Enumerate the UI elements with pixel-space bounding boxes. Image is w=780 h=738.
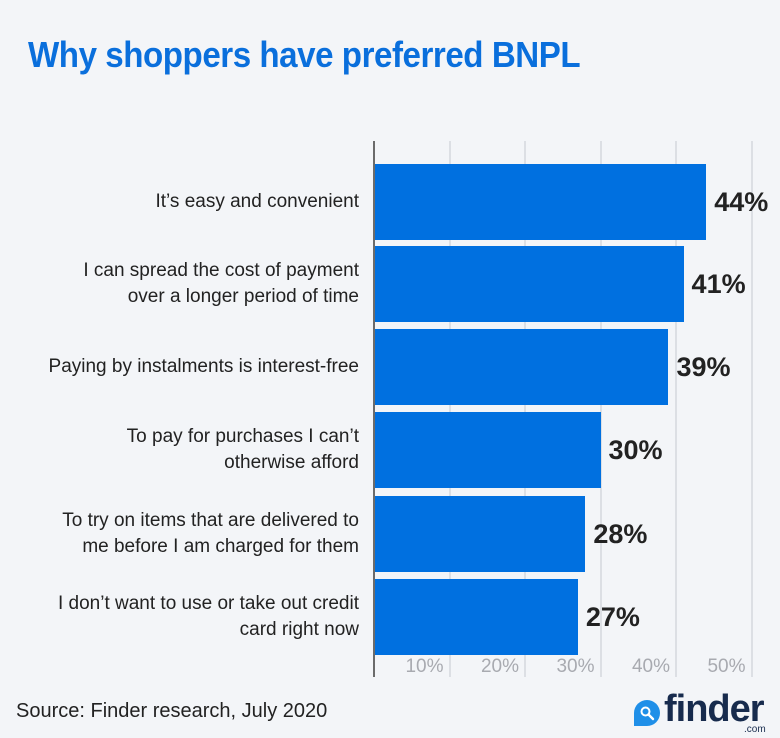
gridline [599,141,602,677]
bar [375,246,684,322]
search-drop-icon [634,700,660,726]
gridline [750,141,753,677]
category-label-text: To try on items that are delivered to me … [62,510,359,557]
bar-value-label: 44% [714,187,769,217]
bar [375,412,601,488]
category-label: To pay for purchases I can’t otherwise af… [9,412,359,488]
source-note: Source: Finder research, July 2020 [16,700,328,722]
x-tick-label: 10% [405,656,444,677]
bar-value-label: 39% [676,352,731,382]
bar-value-label: 30% [608,435,663,465]
x-tick-label: 50% [707,656,746,677]
category-label: I can spread the cost of payment over a l… [9,246,359,322]
category-label-text: Paying by instalments is interest-free [48,356,359,377]
category-label-text: I can spread the cost of payment over a l… [83,260,359,307]
chart-title: Why shoppers have preferred BNPL [28,34,581,75]
x-tick-label: 40% [631,656,670,677]
y-axis-line [373,141,375,677]
bar-value-label: 28% [593,519,648,549]
logo-suffix: .com [744,724,766,735]
gridline [524,141,526,677]
x-tick-label: 20% [480,656,519,677]
category-label-text: It’s easy and convenient [155,191,359,212]
category-label: It’s easy and convenient [9,164,359,240]
bar [375,164,707,240]
bar [375,496,586,572]
category-label: To try on items that are delivered to me … [9,496,359,572]
category-label: I don’t want to use or take out credit ca… [9,579,359,655]
category-label: Paying by instalments is interest-free [9,329,359,405]
x-tick-label: 30% [556,656,595,677]
logo-wordmark: finder [664,688,765,730]
bar-value-label: 41% [691,269,746,299]
finder-logo: finder .com [634,688,774,736]
bar-value-label: 27% [585,602,640,632]
category-label-text: To pay for purchases I can’t otherwise af… [126,426,359,473]
gridline [675,141,677,677]
bar [375,329,669,405]
gridline [448,141,451,677]
category-label-text: I don’t want to use or take out credit ca… [57,593,359,640]
bar [375,579,578,655]
